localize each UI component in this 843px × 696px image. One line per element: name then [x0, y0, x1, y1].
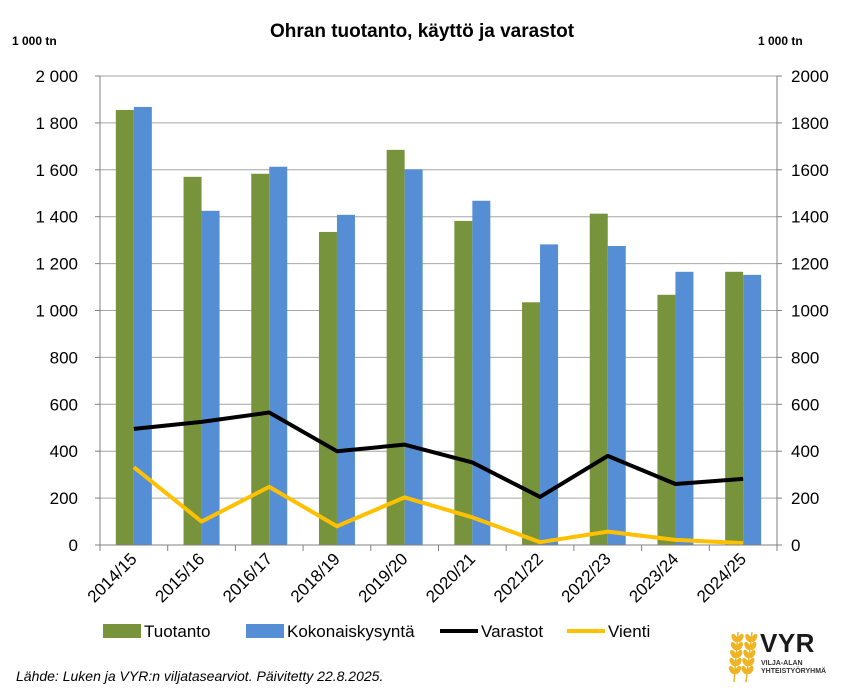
line-vienti [132, 465, 744, 546]
bar-tuotanto-2021-22 [522, 302, 541, 545]
x-tick-label: 2023/24 [625, 549, 682, 606]
left-tick-label: 0 [69, 536, 78, 555]
legend-item-varastot: Varastot [440, 622, 543, 641]
line-varastot [133, 410, 744, 499]
chart-title: Ohran tuotanto, käyttö ja varastot [270, 21, 575, 42]
left-tick-label: 1 200 [35, 255, 78, 274]
left-tick-label: 600 [50, 395, 78, 414]
bar-kokonaiskysyntä-2023-24 [675, 271, 694, 545]
bar-tuotanto-2018-19 [318, 231, 337, 545]
logo-name: VYR [760, 628, 815, 658]
bar-tuotanto-2019-20 [386, 149, 405, 545]
left-tick-label: 800 [50, 348, 78, 367]
legend-item-vienti: Vienti [567, 622, 650, 641]
right-tick-label: 1400 [791, 208, 829, 227]
bar-kokonaiskysyntä-2015-16 [201, 210, 220, 545]
vyr-logo: VYR VILJA-ALAN YHTEISTYÖRYHMÄ [722, 624, 837, 684]
legend-item-tuotanto: Tuotanto [103, 622, 210, 641]
left-tick-label: 1 800 [35, 114, 78, 133]
right-tick-label: 1600 [791, 161, 829, 180]
wheat-icon [728, 631, 758, 683]
x-tick-label: 2014/15 [84, 549, 141, 606]
logo-subtitle: VILJA-ALAN YHTEISTYÖRYHMÄ [761, 660, 827, 675]
legend-label: Kokonaiskysyntä [287, 622, 415, 641]
legend-swatch [246, 624, 284, 638]
x-tick-label: 2020/21 [422, 549, 479, 606]
right-tick-label: 400 [791, 442, 819, 461]
legend-label: Tuotanto [144, 622, 210, 641]
axes [95, 75, 782, 551]
right-tick-label: 200 [791, 489, 819, 508]
tick-labels: 0 0 200 200 400 400 600 600 800 800 1 000 1000 1 200… [35, 67, 828, 606]
left-tick-label: 400 [50, 442, 78, 461]
x-tick-label: 2015/16 [151, 549, 208, 606]
right-tick-label: 1200 [791, 255, 829, 274]
legend-label: Vienti [608, 622, 650, 641]
x-tick-label: 2024/25 [693, 549, 750, 606]
x-tick-label: 2016/17 [219, 549, 276, 606]
bar-kokonaiskysyntä-2016-17 [269, 166, 288, 545]
bar-kokonaiskysyntä-2019-20 [404, 169, 423, 545]
bar-kokonaiskysyntä-2022-23 [607, 246, 626, 545]
right-tick-label: 1000 [791, 302, 829, 321]
bar-tuotanto-2022-23 [589, 213, 608, 546]
legend-label: Varastot [481, 622, 543, 641]
legend: Tuotanto Kokonaiskysyntä Varastot Vienti [103, 622, 650, 641]
x-tick-label: 2018/19 [287, 549, 344, 606]
x-tick-label: 2019/20 [355, 549, 412, 606]
bar-tuotanto-2023-24 [657, 294, 676, 545]
x-tick-label: 2021/22 [490, 549, 547, 606]
bar-tuotanto-2020-21 [454, 220, 473, 545]
left-tick-label: 200 [50, 489, 78, 508]
left-tick-label: 2 000 [35, 67, 78, 86]
right-tick-label: 2000 [791, 67, 829, 86]
bar-kokonaiskysyntä-2021-22 [540, 244, 559, 545]
bar-tuotanto-2024-25 [725, 271, 744, 545]
legend-swatch [103, 624, 141, 638]
bar-kokonaiskysyntä-2020-21 [472, 200, 491, 545]
legend-item-kokonaiskysyntä: Kokonaiskysyntä [246, 622, 415, 641]
right-tick-label: 0 [791, 536, 800, 555]
left-tick-label: 1 000 [35, 302, 78, 321]
bar-kokonaiskysyntä-2024-25 [743, 274, 762, 545]
lines [132, 410, 744, 546]
left-tick-label: 1 400 [35, 208, 78, 227]
right-tick-label: 800 [791, 348, 819, 367]
left-axis-unit: 1 000 tn [12, 34, 57, 48]
right-tick-label: 1800 [791, 114, 829, 133]
left-tick-label: 1 600 [35, 161, 78, 180]
right-axis-unit: 1 000 tn [758, 34, 803, 48]
right-tick-label: 600 [791, 395, 819, 414]
x-tick-label: 2022/23 [558, 549, 615, 606]
bar-tuotanto-2014-15 [115, 110, 134, 545]
bar-tuotanto-2016-17 [251, 173, 270, 545]
source-note: Lähde: Luken ja VYR:n viljatasearviot. P… [16, 668, 384, 684]
bar-tuotanto-2015-16 [183, 176, 202, 545]
bar-kokonaiskysyntä-2018-19 [336, 214, 355, 545]
bar-kokonaiskysyntä-2014-15 [133, 106, 152, 545]
